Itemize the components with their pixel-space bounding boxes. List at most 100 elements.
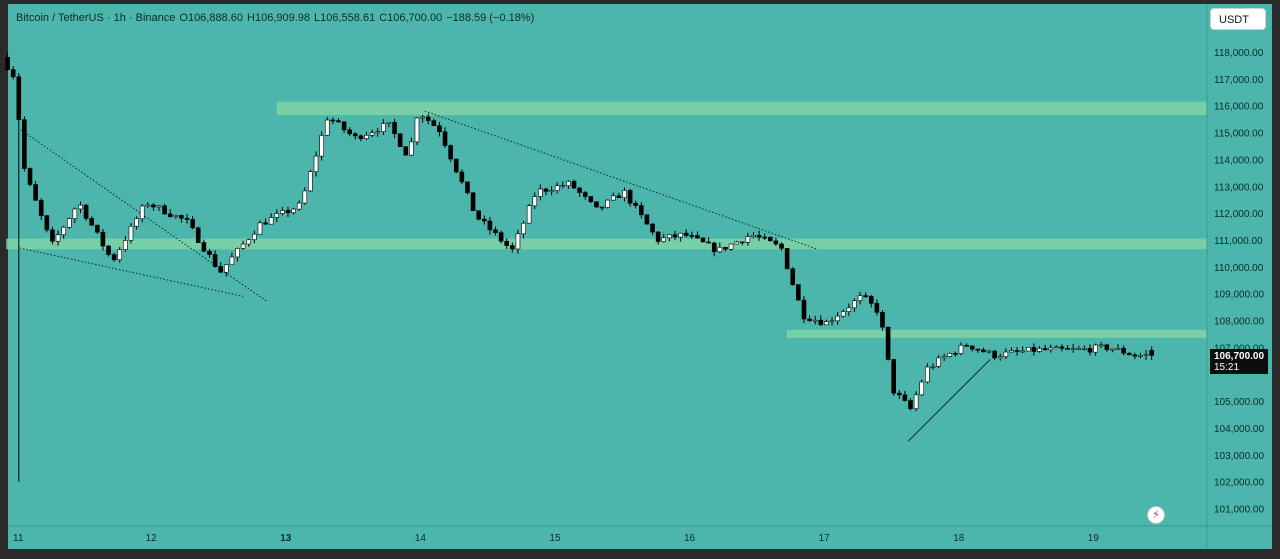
candle[interactable] [453,158,459,174]
candle[interactable] [605,199,610,209]
candle[interactable] [588,195,594,204]
candle[interactable] [739,241,745,246]
candle[interactable] [515,229,521,254]
candle[interactable] [347,127,352,137]
candle[interactable] [1093,343,1098,356]
candle[interactable] [554,182,560,194]
candle[interactable] [95,224,100,234]
candle[interactable] [358,134,364,142]
candle[interactable] [538,184,543,201]
candle[interactable] [44,215,50,233]
candle[interactable] [246,238,252,247]
candle[interactable] [111,252,117,262]
candle[interactable] [420,114,425,123]
candle[interactable] [610,192,616,201]
candle[interactable] [913,391,919,412]
candle[interactable] [1098,342,1104,349]
candle[interactable] [840,309,846,318]
candle[interactable] [437,121,442,137]
candle[interactable] [291,207,296,215]
candle[interactable] [891,359,896,396]
candle[interactable] [414,116,420,146]
trendline-0[interactable] [20,129,268,303]
candle[interactable] [571,179,577,189]
candle[interactable] [240,240,246,250]
candle[interactable] [1076,345,1082,350]
candle[interactable] [66,217,72,229]
candle[interactable] [308,169,313,192]
candle[interactable] [723,246,728,252]
candle[interactable] [190,215,195,230]
candle[interactable] [986,349,992,354]
candle[interactable] [1132,352,1138,360]
support-zone-1[interactable] [6,238,1207,250]
candle[interactable] [1126,351,1132,356]
candle[interactable] [375,127,381,137]
candle[interactable] [1025,347,1031,352]
candle[interactable] [386,122,392,128]
candle[interactable] [1065,345,1070,350]
candle[interactable] [352,132,358,140]
candle[interactable] [874,299,880,316]
lightning-icon[interactable]: ⚡ [1147,506,1165,524]
candle[interactable] [919,379,925,397]
candle[interactable] [566,180,571,189]
candle[interactable] [1009,347,1014,353]
candle[interactable] [846,303,852,316]
candle[interactable] [184,213,190,224]
candle[interactable] [341,121,347,134]
candle[interactable] [431,118,437,126]
candle[interactable] [678,232,683,242]
candle[interactable] [639,202,644,219]
candle[interactable] [577,186,582,197]
candle[interactable] [1048,344,1054,353]
candle[interactable] [50,226,55,245]
candle[interactable] [27,167,33,187]
candle[interactable] [627,188,633,207]
candle[interactable] [392,118,397,139]
candle[interactable] [695,231,700,239]
candle[interactable] [336,118,341,123]
candle[interactable] [263,218,268,225]
candle[interactable] [61,225,66,239]
candle[interactable] [128,223,134,244]
candle[interactable] [599,206,605,211]
candle[interactable] [1110,348,1115,353]
candle[interactable] [650,223,655,235]
candle[interactable] [268,213,274,225]
candle[interactable] [459,169,465,185]
candle[interactable] [117,247,123,263]
candle[interactable] [425,113,431,125]
candle[interactable] [812,315,818,325]
candle[interactable] [465,181,470,195]
candle[interactable] [521,220,526,239]
candle[interactable] [257,220,263,235]
candle[interactable] [481,215,487,225]
candle[interactable] [510,242,515,253]
candle[interactable] [22,116,27,172]
trendline-3[interactable] [907,359,991,442]
candle[interactable] [622,187,627,202]
candle[interactable] [751,231,756,239]
support-zone-2[interactable] [786,329,1207,338]
candle[interactable] [981,347,986,353]
candle[interactable] [1014,346,1020,356]
candle[interactable] [235,247,240,262]
candle[interactable] [442,127,448,149]
candle[interactable] [661,233,667,243]
candle[interactable] [582,190,588,200]
candle[interactable] [667,234,672,242]
candle[interactable] [689,231,695,240]
candle[interactable] [280,206,285,216]
candle[interactable] [616,192,622,199]
candle[interactable] [167,209,173,218]
candle[interactable] [543,187,549,196]
candle[interactable] [224,264,229,277]
candle[interactable] [100,228,106,251]
candle[interactable] [212,250,218,268]
candle[interactable] [470,192,476,212]
candle[interactable] [801,296,807,324]
candle[interactable] [369,129,375,138]
candle[interactable] [925,363,930,384]
